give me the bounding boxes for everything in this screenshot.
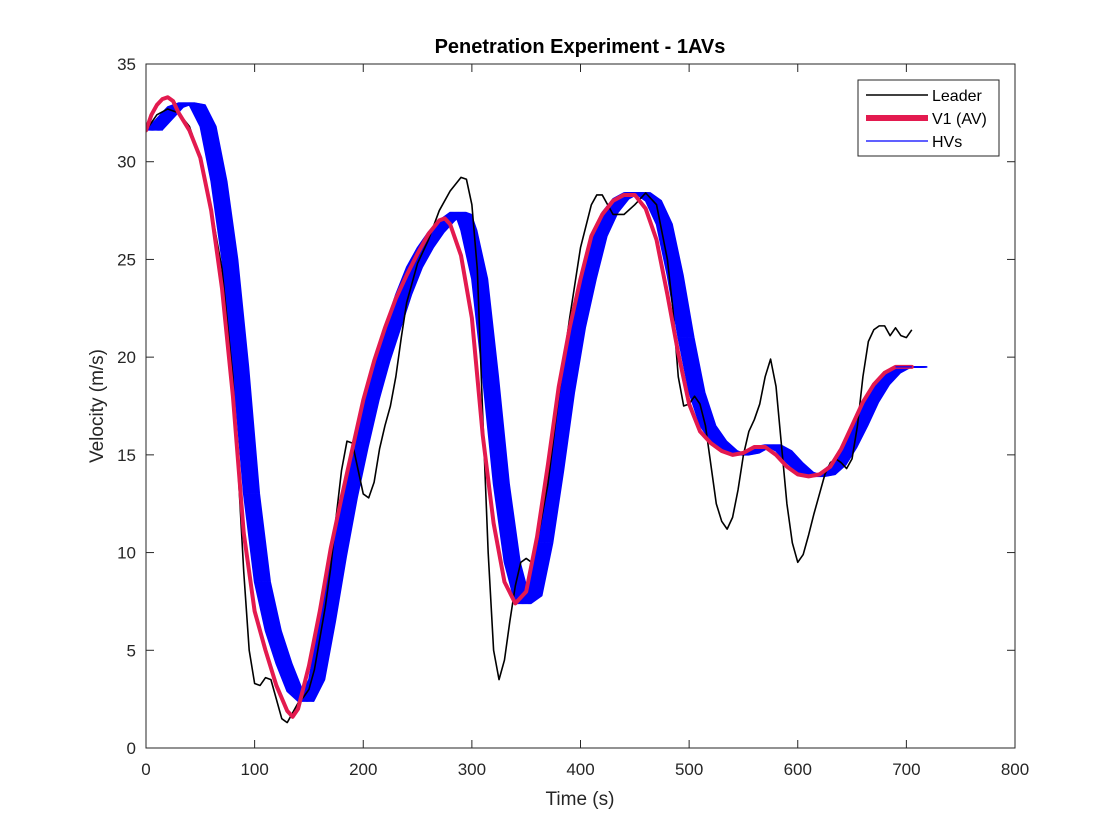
legend-label: V1 (AV) [932,111,987,128]
x-tick-label: 400 [566,760,594,779]
legend-label: HVs [932,134,962,151]
y-tick-label: 0 [127,739,136,758]
y-tick-label: 10 [117,544,136,563]
y-axis-label: Velocity (m/s) [87,349,108,463]
y-tick-label: 30 [117,153,136,172]
x-tick-label: 300 [458,760,486,779]
hv-line [160,102,928,702]
y-tick-label: 35 [117,55,136,74]
legend-label: Leader [932,88,982,105]
x-tick-label: 100 [240,760,268,779]
x-tick-label: 0 [141,760,150,779]
legend: Leader V1 (AV) HVs [857,79,1000,157]
chart-title: Penetration Experiment - 1AVs [435,36,726,58]
x-tick-label: 700 [892,760,920,779]
x-axis-label: Time (s) [546,789,615,810]
y-tick-label: 20 [117,348,136,367]
series-hvs [146,102,928,702]
x-tick-label: 800 [1001,760,1029,779]
y-tick-label: 25 [117,250,136,269]
x-tick-label: 600 [784,760,812,779]
series-v1-av [146,95,914,719]
y-tick-label: 5 [127,641,136,660]
x-tick-label: 200 [349,760,377,779]
y-tick-label: 15 [117,446,136,465]
x-tick-label: 500 [675,760,703,779]
